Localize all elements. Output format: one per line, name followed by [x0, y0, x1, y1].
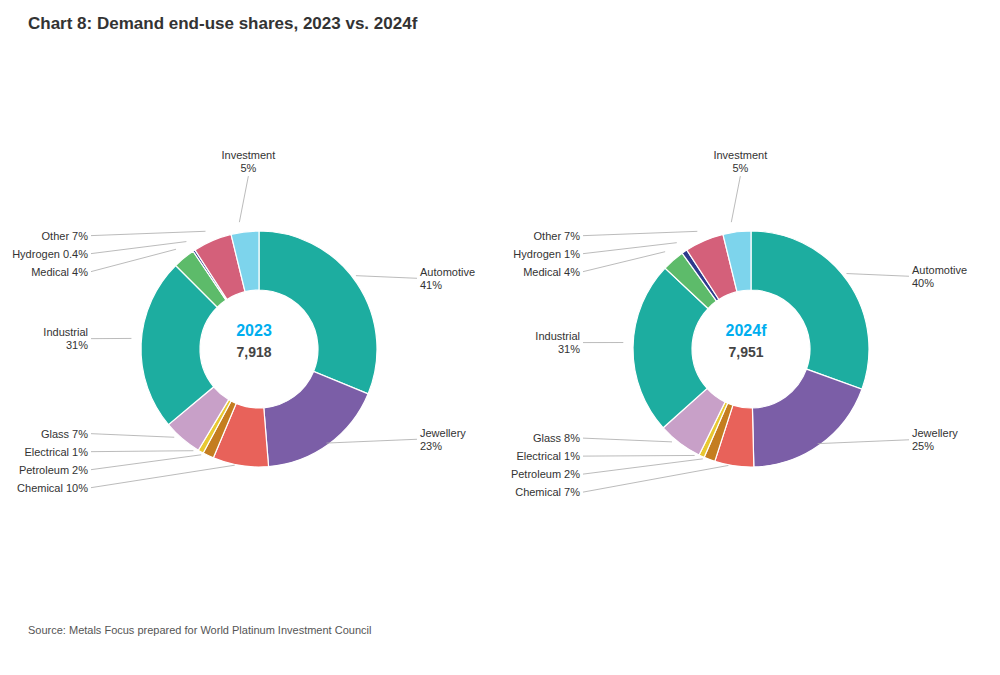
svg-text:Industrial31%: Industrial31% — [535, 330, 580, 355]
svg-text:Other 7%: Other 7% — [534, 230, 581, 242]
html-text:Source: Metals Focus prepared: Source: Metals Focus prepared for World … — [28, 624, 372, 636]
svg-text:Glass 8%: Glass 8% — [533, 432, 580, 444]
svg-text:Investment5%: Investment5% — [713, 149, 767, 174]
svg-text:Chemical 7%: Chemical 7% — [515, 486, 580, 498]
svg-text:Petroleum 2%: Petroleum 2% — [511, 468, 580, 480]
svg-text:Chemical 10%: Chemical 10% — [17, 482, 88, 494]
svg-text:Hydrogen 0.4%: Hydrogen 0.4% — [12, 248, 88, 260]
svg-text:Investment5%: Investment5% — [221, 149, 275, 174]
html-text:Chart 8: Demand end-use shares: Chart 8: Demand end-use shares, 2023 vs.… — [28, 14, 418, 33]
svg-text:Industrial31%: Industrial31% — [43, 326, 88, 351]
svg-text:Petroleum 2%: Petroleum 2% — [19, 464, 88, 476]
svg-text:Other 7%: Other 7% — [42, 230, 89, 242]
svg-text:Automotive41%: Automotive41% — [420, 266, 475, 291]
svg-text:Hydrogen 1%: Hydrogen 1% — [513, 248, 580, 260]
svg-text:Electrical 1%: Electrical 1% — [24, 446, 88, 458]
svg-text:Glass 7%: Glass 7% — [41, 428, 88, 440]
svg-text:Electrical 1%: Electrical 1% — [516, 450, 580, 462]
svg-text:Jewellery25%: Jewellery25% — [912, 427, 958, 452]
svg-text:Jewellery23%: Jewellery23% — [420, 427, 466, 452]
html-text:7,951: 7,951 — [728, 344, 764, 360]
html-text:2024f: 2024f — [725, 322, 767, 339]
html-text:7,918: 7,918 — [236, 344, 272, 360]
svg-text:Automotive40%: Automotive40% — [912, 264, 967, 289]
svg-text:Medical 4%: Medical 4% — [31, 266, 88, 278]
svg-text:Medical 4%: Medical 4% — [523, 266, 580, 278]
html-text:2023: 2023 — [236, 322, 272, 339]
